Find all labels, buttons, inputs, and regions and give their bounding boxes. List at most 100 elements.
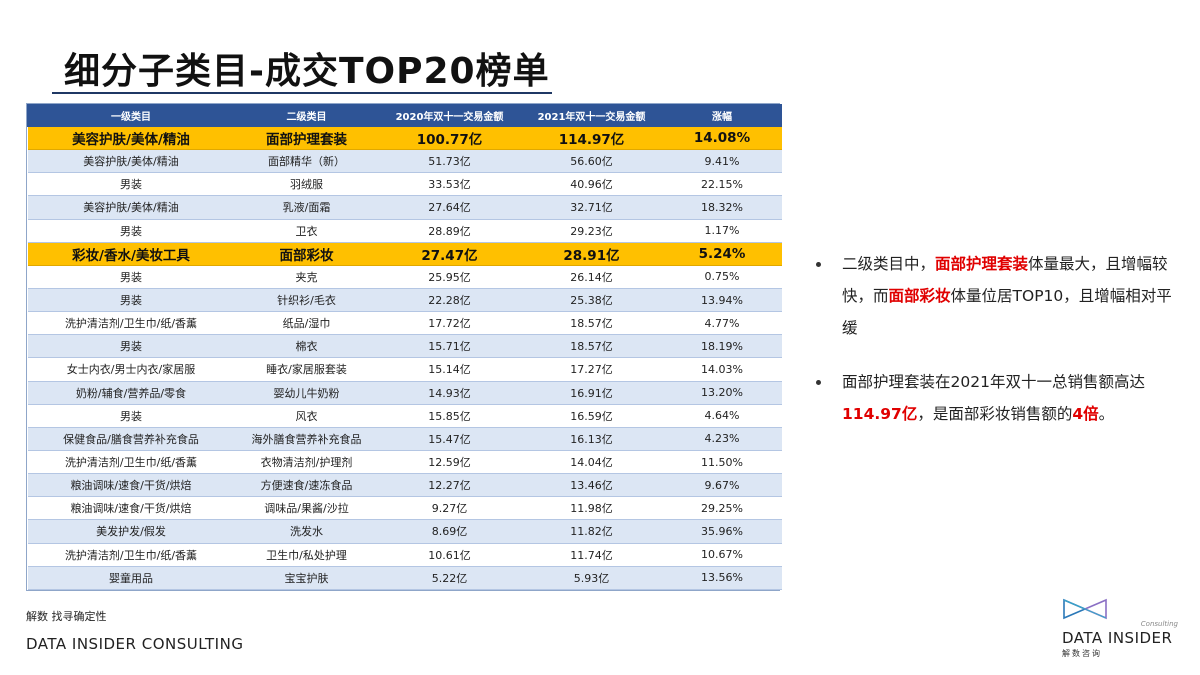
- footer-company: DATA INSIDER CONSULTING: [26, 635, 244, 653]
- amount-2021-cell: 13.46亿: [520, 473, 663, 498]
- table-row: 婴童用品 宝宝护肤 5.22亿 5.93亿 13.56%: [27, 566, 782, 590]
- growth-cell: 4.23%: [662, 427, 782, 451]
- level1-category-cell: 男装: [27, 288, 235, 313]
- level2-category-cell: 婴幼儿牛奶粉: [234, 381, 379, 405]
- amount-2020-cell: 25.95亿: [378, 265, 521, 289]
- amount-2020-cell: 51.73亿: [378, 149, 521, 174]
- logo-consulting-text: Consulting: [1140, 620, 1178, 628]
- table-row: 美容护肤/美体/精油 乳液/面霜 27.64亿 32.71亿 18.32%: [27, 195, 782, 220]
- growth-cell: 13.20%: [662, 381, 782, 405]
- level1-category-cell: 男装: [27, 404, 235, 428]
- insight-bullet: 二级类目中，面部护理套装体量最大，且增幅较快，而面部彩妆体量位居TOP10，且增…: [812, 248, 1172, 344]
- level1-category-cell: 彩妆/香水/美妆工具: [27, 242, 235, 266]
- growth-cell: 5.24%: [662, 242, 782, 266]
- level1-category-cell: 粮油调味/速食/干货/烘焙: [27, 496, 235, 521]
- level1-category-cell: 男装: [27, 219, 235, 243]
- amount-2020-cell: 27.47亿: [378, 242, 521, 266]
- amount-2020-cell: 17.72亿: [378, 311, 521, 336]
- level2-category-cell: 卫衣: [234, 219, 379, 243]
- table-row: 美容护肤/美体/精油 面部护理套装 100.77亿 114.97亿 14.08%: [27, 126, 782, 151]
- amount-2021-cell: 11.82亿: [520, 519, 663, 544]
- header-level2-category: 二级类目: [234, 104, 379, 127]
- growth-cell: 10.67%: [662, 543, 782, 567]
- amount-2021-cell: 114.97亿: [520, 126, 663, 151]
- growth-cell: 9.67%: [662, 473, 782, 498]
- level2-category-cell: 面部彩妆: [234, 242, 379, 266]
- growth-cell: 35.96%: [662, 519, 782, 544]
- level1-category-cell: 男装: [27, 265, 235, 289]
- table-body: 美容护肤/美体/精油 面部护理套装 100.77亿 114.97亿 14.08% 美容护肤…: [27, 126, 782, 590]
- table-row: 男装 卫衣 28.89亿 29.23亿 1.17%: [27, 219, 782, 243]
- header-2021-amount: 2021年双十一交易金额: [520, 104, 663, 127]
- highlighted-text: 面部护理套装: [935, 255, 1029, 273]
- level1-category-cell: 美容护肤/美体/精油: [27, 126, 235, 151]
- table-row: 美发护发/假发 洗发水 8.69亿 11.82亿 35.96%: [27, 519, 782, 544]
- amount-2020-cell: 15.14亿: [378, 357, 521, 382]
- growth-cell: 14.03%: [662, 357, 782, 382]
- level2-category-cell: 乳液/面霜: [234, 195, 379, 220]
- growth-cell: 13.56%: [662, 566, 782, 590]
- table-row: 洗护清洁剂/卫生巾/纸/香薰 纸品/湿巾 17.72亿 18.57亿 4.77%: [27, 311, 782, 336]
- amount-2021-cell: 16.13亿: [520, 427, 663, 451]
- insight-bullet: 面部护理套装在2021年双十一总销售额高达 114.97亿，是面部彩妆销售额的4倍…: [812, 366, 1172, 430]
- growth-cell: 22.15%: [662, 172, 782, 197]
- level2-category-cell: 棉衣: [234, 334, 379, 359]
- growth-cell: 18.32%: [662, 195, 782, 220]
- amount-2020-cell: 22.28亿: [378, 288, 521, 313]
- level2-category-cell: 方便速食/速冻食品: [234, 473, 379, 498]
- level1-category-cell: 洗护清洁剂/卫生巾/纸/香薰: [27, 311, 235, 336]
- growth-cell: 29.25%: [662, 496, 782, 521]
- amount-2021-cell: 14.04亿: [520, 450, 663, 475]
- growth-cell: 4.64%: [662, 404, 782, 428]
- amount-2021-cell: 40.96亿: [520, 172, 663, 197]
- amount-2021-cell: 28.91亿: [520, 242, 663, 266]
- amount-2020-cell: 15.47亿: [378, 427, 521, 451]
- logo-subtitle: 解数咨询: [1062, 649, 1102, 658]
- growth-cell: 0.75%: [662, 265, 782, 289]
- level1-category-cell: 洗护清洁剂/卫生巾/纸/香薰: [27, 543, 235, 567]
- amount-2020-cell: 15.71亿: [378, 334, 521, 359]
- growth-cell: 13.94%: [662, 288, 782, 313]
- level2-category-cell: 风衣: [234, 404, 379, 428]
- amount-2021-cell: 26.14亿: [520, 265, 663, 289]
- amount-2020-cell: 27.64亿: [378, 195, 521, 220]
- table-row: 保健食品/膳食营养补充食品 海外膳食营养补充食品 15.47亿 16.13亿 4.23%: [27, 427, 782, 451]
- level1-category-cell: 奶粉/辅食/营养品/零食: [27, 381, 235, 405]
- table-row: 奶粉/辅食/营养品/零食 婴幼儿牛奶粉 14.93亿 16.91亿 13.20%: [27, 381, 782, 405]
- amount-2021-cell: 18.57亿: [520, 311, 663, 336]
- amount-2021-cell: 32.71亿: [520, 195, 663, 220]
- amount-2020-cell: 33.53亿: [378, 172, 521, 197]
- level2-category-cell: 睡衣/家居服套装: [234, 357, 379, 382]
- growth-cell: 18.19%: [662, 334, 782, 359]
- amount-2021-cell: 11.74亿: [520, 543, 663, 567]
- level1-category-cell: 美容护肤/美体/精油: [27, 195, 235, 220]
- amount-2021-cell: 56.60亿: [520, 149, 663, 174]
- bullet-text: 体量位居TOP10，且增幅相对平缓: [842, 287, 1172, 337]
- amount-2021-cell: 17.27亿: [520, 357, 663, 382]
- growth-cell: 11.50%: [662, 450, 782, 475]
- level1-category-cell: 男装: [27, 172, 235, 197]
- level1-category-cell: 女士内衣/男士内衣/家居服: [27, 357, 235, 382]
- level1-category-cell: 粮油调味/速食/干货/烘焙: [27, 473, 235, 498]
- level2-category-cell: 面部护理套装: [234, 126, 379, 151]
- header-growth: 涨幅: [662, 104, 782, 127]
- page-title: 细分子类目-成交TOP20榜单: [64, 51, 550, 92]
- level2-category-cell: 羽绒服: [234, 172, 379, 197]
- amount-2020-cell: 8.69亿: [378, 519, 521, 544]
- growth-cell: 9.41%: [662, 149, 782, 174]
- table-header-row: 一级类目 二级类目 2020年双十一交易金额 2021年双十一交易金额 涨幅: [27, 104, 782, 127]
- table-row: 彩妆/香水/美妆工具 面部彩妆 27.47亿 28.91亿 5.24%: [27, 242, 782, 266]
- table-row: 粮油调味/速食/干货/烘焙 方便速食/速冻食品 12.27亿 13.46亿 9.67%: [27, 473, 782, 498]
- bullet-text: ，是面部彩妆销售额的: [917, 405, 1073, 423]
- amount-2020-cell: 12.27亿: [378, 473, 521, 498]
- growth-cell: 4.77%: [662, 311, 782, 336]
- table-row: 洗护清洁剂/卫生巾/纸/香薰 卫生巾/私处护理 10.61亿 11.74亿 10.67%: [27, 543, 782, 567]
- amount-2020-cell: 14.93亿: [378, 381, 521, 405]
- bullet-text: 面部护理套装在2021年双十一总销售额高达: [842, 373, 1145, 391]
- logo-name: DATA INSIDER: [1062, 629, 1173, 647]
- level2-category-cell: 纸品/湿巾: [234, 311, 379, 336]
- level2-category-cell: 宝宝护肤: [234, 566, 379, 590]
- highlighted-text: 4倍: [1072, 405, 1099, 423]
- bullet-text: 二级类目中，: [842, 255, 936, 273]
- amount-2020-cell: 15.85亿: [378, 404, 521, 428]
